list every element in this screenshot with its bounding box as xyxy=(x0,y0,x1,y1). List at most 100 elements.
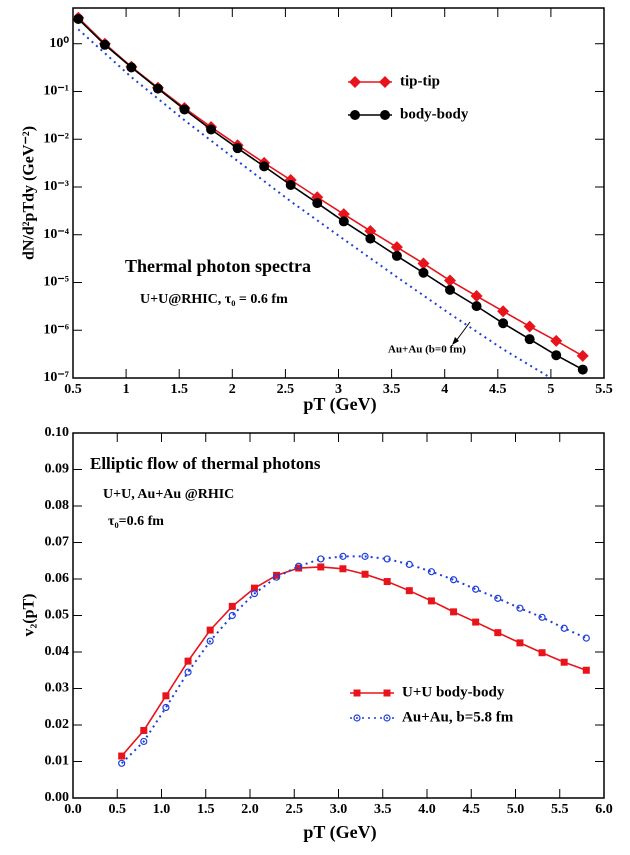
legend-label: Au+Au, b=5.8 fm xyxy=(402,709,514,725)
marker xyxy=(361,570,369,578)
marker xyxy=(418,267,429,278)
y-tick-label: 0.01 xyxy=(45,754,70,769)
x-tick-label: 1.5 xyxy=(170,382,188,397)
marker xyxy=(390,241,403,254)
marker xyxy=(472,585,480,593)
marker xyxy=(523,320,536,333)
marker xyxy=(349,76,361,88)
x-tick-label: 5.0 xyxy=(507,802,525,817)
marker xyxy=(405,587,413,595)
x-tick-label: 0.5 xyxy=(64,382,82,397)
marker xyxy=(379,76,391,88)
marker xyxy=(427,568,436,576)
marker xyxy=(126,62,137,73)
marker xyxy=(524,334,535,345)
y-tick-label: 0.05 xyxy=(45,608,70,623)
y-tick-label: 0.04 xyxy=(45,644,70,659)
x-tick-label: 4.5 xyxy=(489,382,507,397)
x-tick-label: 6.0 xyxy=(595,802,613,817)
marker xyxy=(383,689,391,697)
marker xyxy=(494,594,502,602)
y-tick-label: 10⁻⁴ xyxy=(43,227,69,242)
x-tick-label: 5 xyxy=(547,382,554,397)
marker xyxy=(582,634,590,642)
marker xyxy=(338,216,349,227)
marker xyxy=(162,692,170,700)
marker xyxy=(383,714,391,722)
marker xyxy=(497,305,510,318)
marker xyxy=(470,290,483,303)
marker xyxy=(538,613,546,621)
series-layer xyxy=(118,552,590,767)
annotation: Thermal photon spectra xyxy=(125,256,311,276)
marker xyxy=(118,759,126,767)
marker xyxy=(140,726,148,734)
x-tick-label: 1.0 xyxy=(153,802,171,817)
series-line xyxy=(121,566,587,757)
annotation: τ₀=0.6 fm xyxy=(108,514,164,529)
marker xyxy=(391,250,402,261)
y-tick-label: 10⁻⁵ xyxy=(43,275,69,290)
x-tick-label: 5.5 xyxy=(595,382,613,397)
legend-label: body-body xyxy=(400,106,469,122)
marker xyxy=(228,611,236,620)
x-tick-label: 3 xyxy=(335,382,342,397)
x-tick-label: 0.0 xyxy=(64,802,82,817)
legend-label: U+U body-body xyxy=(402,684,505,700)
marker xyxy=(272,573,281,581)
marker xyxy=(417,257,430,270)
annotation: U+U@RHIC, τ₀ = 0.6 fm xyxy=(140,292,288,307)
marker xyxy=(228,602,236,610)
y-tick-label: 10⁻² xyxy=(43,131,69,146)
legend-label: tip-tip xyxy=(400,73,440,89)
marker xyxy=(516,639,524,647)
y-tick-label: 0.02 xyxy=(45,717,70,732)
marker xyxy=(295,564,303,572)
x-tick-label: 4 xyxy=(441,382,448,397)
marker xyxy=(339,552,347,560)
marker xyxy=(449,576,458,584)
marker xyxy=(450,608,458,616)
marker xyxy=(232,143,243,154)
marker xyxy=(285,180,296,191)
marker xyxy=(179,104,190,115)
marker xyxy=(317,563,325,571)
marker xyxy=(152,83,163,94)
y-tick-label: 0.07 xyxy=(45,535,70,550)
x-tick-label: 2 xyxy=(229,382,236,397)
marker xyxy=(444,274,457,287)
y-axis-label: v₂(pT) xyxy=(21,593,38,636)
annotation-arrow xyxy=(455,321,471,342)
marker xyxy=(494,629,502,637)
x-tick-label: 5.5 xyxy=(551,802,569,817)
marker xyxy=(206,626,214,634)
y-tick-label: 0.00 xyxy=(45,790,70,805)
marker xyxy=(445,284,456,295)
x-tick-label: 3.0 xyxy=(330,802,348,817)
x-tick-label: 3.5 xyxy=(374,802,392,817)
x-tick-label: 2.0 xyxy=(241,802,259,817)
plot-frame xyxy=(72,7,605,379)
marker xyxy=(576,349,589,362)
marker xyxy=(339,565,347,573)
annotation: Au+Au (b=0 fm) xyxy=(388,344,466,356)
series-line xyxy=(120,555,587,765)
x-tick-label: 1 xyxy=(123,382,130,397)
marker xyxy=(550,334,563,347)
marker xyxy=(383,555,391,563)
marker xyxy=(383,578,391,586)
y-tick-label: 0.08 xyxy=(45,498,70,513)
series-line xyxy=(77,18,584,371)
x-axis-label: pT (GeV) xyxy=(303,822,376,843)
marker xyxy=(353,714,361,722)
marker xyxy=(364,224,377,237)
marker xyxy=(99,39,110,50)
y-tick-label: 0.06 xyxy=(45,571,70,586)
y-tick-label: 0.03 xyxy=(45,681,70,696)
marker xyxy=(353,689,361,697)
y-tick-label: 10⁻⁷ xyxy=(43,370,69,385)
marker xyxy=(365,233,376,244)
marker xyxy=(538,649,546,657)
marker xyxy=(184,657,192,665)
y-tick-label: 0.10 xyxy=(45,425,70,440)
